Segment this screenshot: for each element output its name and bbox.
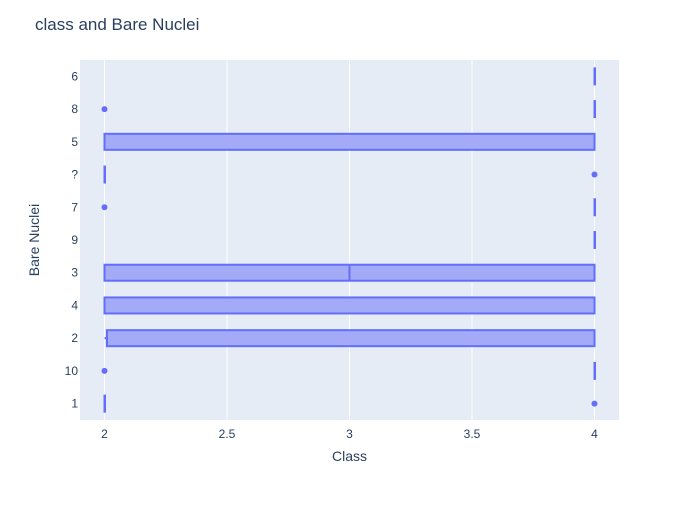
box-4 (103, 296, 596, 315)
box-1 (103, 394, 598, 413)
box-iqr (105, 329, 596, 348)
y-tick-label: 6 (71, 69, 78, 83)
box-unknown (103, 165, 598, 184)
outlier-point (101, 367, 108, 374)
y-tick-label: 9 (71, 233, 78, 247)
y-axis-title: Bare Nuclei (26, 204, 42, 276)
y-tick-label: ? (71, 168, 78, 182)
y-tick-label: 10 (65, 364, 79, 378)
box-5 (103, 132, 596, 151)
grid-lines (104, 60, 595, 420)
x-tick-label: 4 (591, 427, 598, 441)
y-tick-label: 7 (71, 200, 78, 214)
box-8 (101, 100, 596, 119)
box-9 (593, 231, 596, 249)
x-tick-label: 3 (346, 427, 353, 441)
y-tick-label: 8 (71, 102, 78, 116)
y-tick-label: 4 (71, 298, 78, 312)
x-tick-label: 2.5 (219, 427, 236, 441)
box-iqr (103, 296, 596, 315)
box-iqr (103, 132, 596, 151)
boxes (101, 67, 598, 413)
x-tick-label: 3.5 (464, 427, 481, 441)
outlier-point (101, 204, 108, 211)
box-10 (101, 361, 596, 380)
box-7 (101, 198, 596, 217)
y-tick-label: 1 (71, 397, 78, 411)
y-tick-label: 3 (71, 266, 78, 280)
chart-title: class and Bare Nuclei (35, 15, 199, 34)
x-axis-ticks: 2 2.5 3 3.5 4 (101, 427, 598, 441)
y-tick-label: 2 (71, 331, 78, 345)
box-2 (104, 329, 596, 348)
outlier-point (591, 400, 598, 407)
x-axis-title: Class (332, 448, 367, 464)
box-6 (593, 67, 596, 86)
x-tick-label: 2 (101, 427, 108, 441)
y-tick-label: 5 (71, 135, 78, 149)
y-axis-ticks: 1 10 2 4 3 9 7? 5 8 6 (65, 69, 79, 410)
outlier-point (101, 106, 108, 113)
outlier-point (591, 171, 598, 178)
box-3 (103, 263, 596, 282)
